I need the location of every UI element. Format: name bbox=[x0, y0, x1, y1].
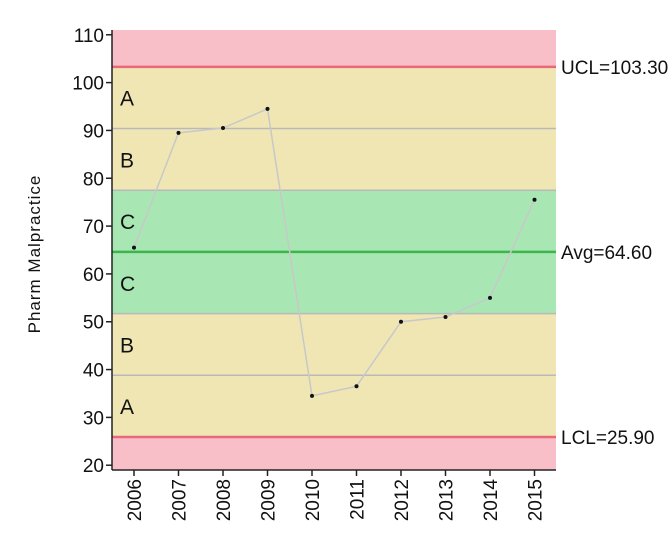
zone-label-5: A bbox=[120, 396, 134, 419]
zone-boundary-lines bbox=[112, 127, 556, 377]
zone-labels: A B C C B A bbox=[120, 88, 135, 419]
y-tick-label-70: 70 bbox=[83, 217, 104, 238]
ucl-label: UCL=103.30 bbox=[561, 58, 668, 79]
zone-band-1 bbox=[112, 128, 556, 191]
data-point-2015 bbox=[532, 197, 537, 202]
y-tick-label-60: 60 bbox=[83, 265, 104, 286]
series-line bbox=[133, 107, 536, 397]
x-tick-label-2009: 2009 bbox=[259, 479, 280, 521]
data-point-2008 bbox=[221, 126, 225, 131]
data-point-2012 bbox=[399, 319, 403, 324]
avg-label: Avg=64.60 bbox=[561, 243, 652, 264]
y-axis: 20 30 40 50 60 70 80 90 100 110 bbox=[72, 26, 113, 477]
band-below-lcl bbox=[112, 437, 556, 470]
zone-label-4: B bbox=[120, 334, 134, 357]
x-tick-label-2014: 2014 bbox=[481, 479, 502, 522]
y-tick-label-90: 90 bbox=[83, 121, 104, 142]
band-above-ucl bbox=[112, 30, 556, 67]
zone-band-0 bbox=[112, 66, 556, 129]
zone-band-4 bbox=[112, 313, 556, 376]
zone-band-2 bbox=[112, 190, 556, 252]
x-tick-label-2011: 2011 bbox=[348, 479, 369, 520]
data-point-2013 bbox=[443, 314, 448, 319]
data-point-2010 bbox=[310, 393, 314, 398]
lcl-label: LCL=25.90 bbox=[561, 428, 655, 449]
data-series bbox=[132, 106, 537, 398]
zone-label-0: A bbox=[120, 88, 134, 111]
data-point-2011 bbox=[354, 384, 359, 389]
y-tick-label-100: 100 bbox=[72, 74, 104, 95]
zone-band-5 bbox=[112, 375, 556, 437]
zone-label-3: C bbox=[120, 273, 135, 296]
data-point-2009 bbox=[265, 106, 270, 111]
y-tick-label-30: 30 bbox=[83, 408, 104, 429]
data-point-2006 bbox=[132, 245, 136, 250]
x-tick-label-2006: 2006 bbox=[125, 479, 146, 521]
x-tick-label-2008: 2008 bbox=[214, 479, 235, 521]
x-axis: 2006 2007 2008 2009 2010 2011 2012 2013 2014 2015 bbox=[112, 469, 556, 522]
zone-band-3 bbox=[112, 251, 556, 314]
zone-bands bbox=[112, 30, 556, 470]
x-tick-label-2010: 2010 bbox=[303, 479, 324, 521]
x-tick-label-2015: 2015 bbox=[526, 479, 547, 521]
y-tick-label-110: 110 bbox=[74, 26, 104, 47]
y-axis-title: Pharm Malpractice bbox=[25, 175, 44, 334]
y-tick-label-20: 20 bbox=[83, 456, 104, 477]
x-tick-label-2013: 2013 bbox=[437, 479, 458, 521]
data-point-2007 bbox=[176, 130, 181, 135]
zone-label-2: C bbox=[120, 211, 135, 234]
y-tick-label-80: 80 bbox=[83, 169, 104, 190]
x-tick-label-2012: 2012 bbox=[392, 479, 413, 521]
zone-label-1: B bbox=[120, 149, 134, 172]
x-tick-label-2007: 2007 bbox=[170, 479, 191, 521]
y-tick-label-40: 40 bbox=[83, 361, 104, 382]
y-tick-label-50: 50 bbox=[83, 313, 104, 334]
control-limit-labels: UCL=103.30 Avg=64.60 LCL=25.90 bbox=[561, 58, 668, 449]
control-limit-lines bbox=[112, 65, 556, 439]
data-point-2014 bbox=[488, 295, 492, 300]
